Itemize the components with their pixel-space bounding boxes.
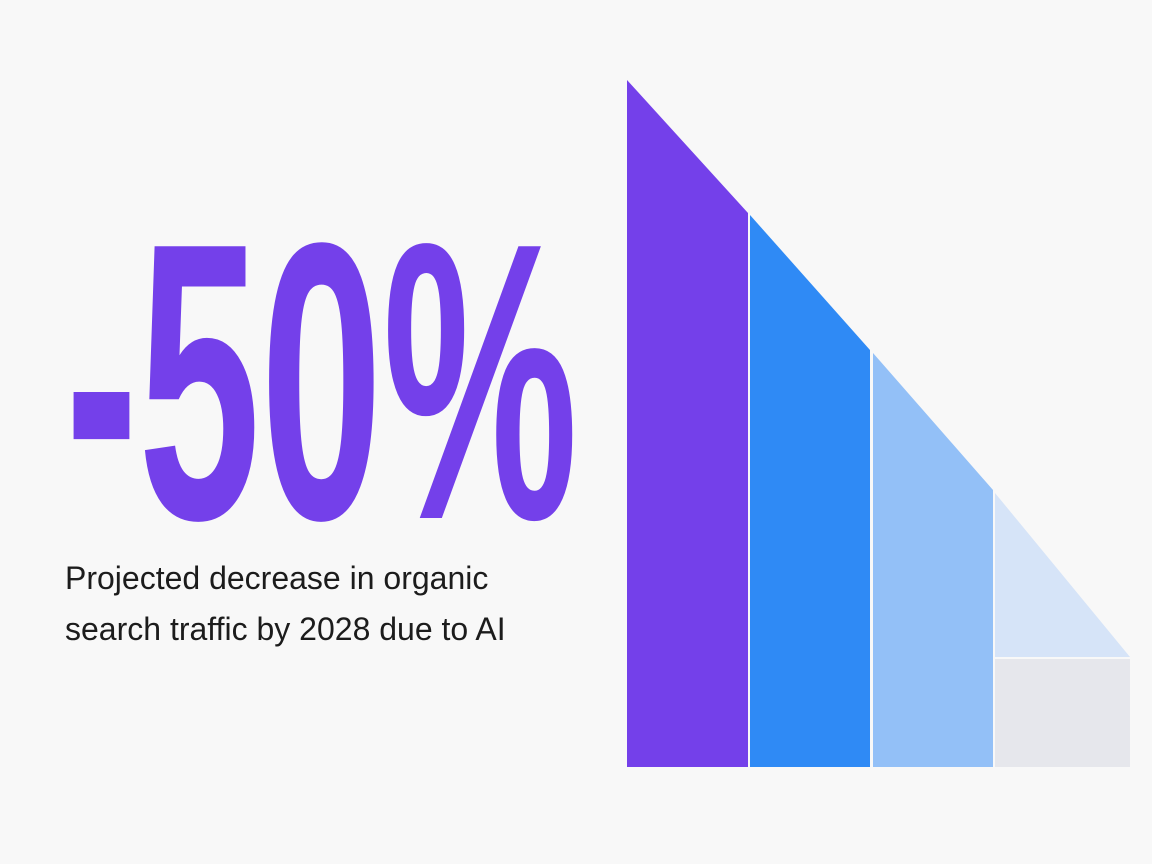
headline: -50% — [65, 160, 578, 602]
caption-line: Projected decrease in organic — [65, 560, 488, 596]
step-shape — [995, 493, 1130, 657]
step-shape — [873, 353, 993, 767]
caption-line: search traffic by 2028 due to AI — [65, 611, 506, 647]
decline-graphic — [627, 80, 1130, 767]
step-shape — [627, 80, 748, 767]
step-shape — [750, 215, 870, 767]
step-shape — [995, 659, 1130, 767]
